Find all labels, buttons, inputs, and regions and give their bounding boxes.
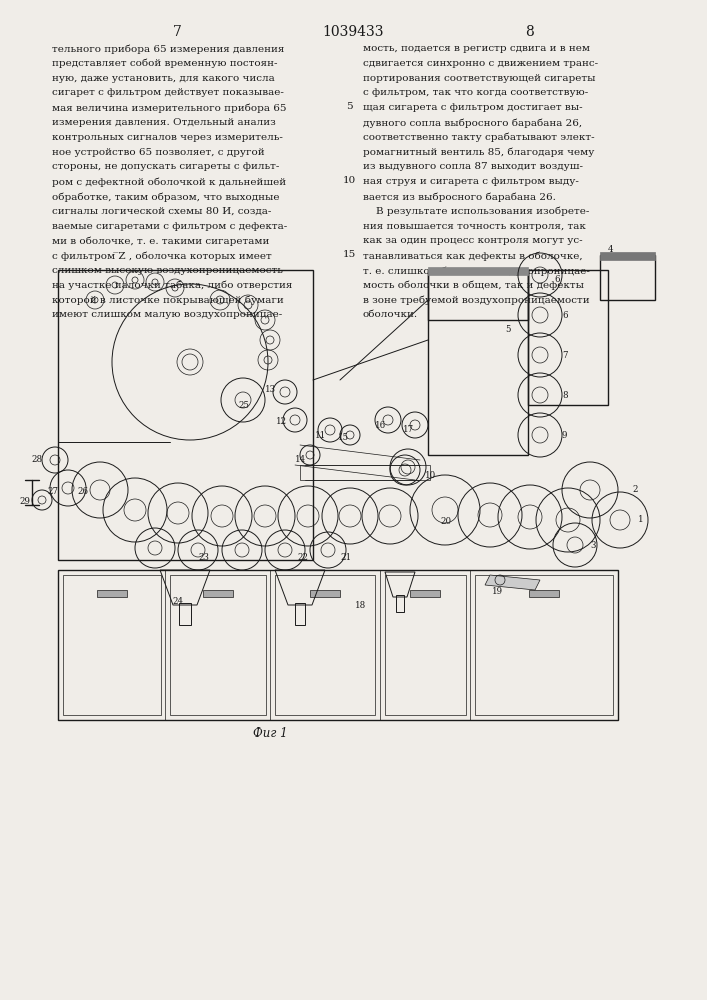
- Text: В результате использования изобрете-: В результате использования изобрете-: [363, 207, 590, 216]
- Text: стороны, не допускать сигареты с фильт-: стороны, не допускать сигареты с фильт-: [52, 162, 279, 171]
- Text: в зоне требуемой воздухопроницаемости: в зоне требуемой воздухопроницаемости: [363, 296, 590, 305]
- Bar: [179, 603, 191, 625]
- Text: соответственно такту срабатывают элект-: соответственно такту срабатывают элект-: [363, 133, 595, 142]
- Text: Фиг 1: Фиг 1: [252, 727, 287, 740]
- Bar: [428, 267, 528, 275]
- Text: 5: 5: [505, 326, 510, 334]
- Text: 29: 29: [19, 497, 30, 506]
- Text: мость оболочки в общем, так и дефекты: мость оболочки в общем, так и дефекты: [363, 281, 584, 290]
- Polygon shape: [485, 575, 540, 590]
- Text: контрольных сигналов через измеритель-: контрольных сигналов через измеритель-: [52, 133, 283, 142]
- Text: мая величина измерительного прибора 65: мая величина измерительного прибора 65: [52, 103, 286, 113]
- Bar: [295, 603, 305, 625]
- Text: ную, даже установить, для какого числа: ную, даже установить, для какого числа: [52, 74, 275, 83]
- Text: 25: 25: [238, 400, 249, 410]
- Text: 3: 3: [590, 540, 595, 550]
- Text: 16: 16: [375, 420, 386, 430]
- Bar: [275, 575, 375, 715]
- Text: 21: 21: [340, 554, 351, 562]
- Text: 6: 6: [562, 310, 568, 320]
- Text: т. е. слишком большая воздухопроницае-: т. е. слишком большая воздухопроницае-: [363, 266, 590, 275]
- Text: 8: 8: [525, 25, 534, 39]
- Text: 1: 1: [638, 516, 643, 524]
- Text: 11: 11: [315, 430, 326, 440]
- Bar: [529, 590, 559, 597]
- Text: 14: 14: [295, 456, 306, 464]
- Text: 10: 10: [425, 471, 436, 480]
- Text: 9: 9: [562, 430, 568, 440]
- Text: 28: 28: [32, 456, 43, 464]
- Bar: [58, 570, 618, 720]
- Text: сигарет с фильтром действует показывае-: сигарет с фильтром действует показывае-: [52, 88, 284, 97]
- Text: 5: 5: [346, 102, 352, 111]
- Text: на участке палочки табака, либо отверстия: на участке палочки табака, либо отверсти…: [52, 281, 293, 290]
- Text: 7: 7: [562, 351, 568, 360]
- Text: оболочки.: оболочки.: [363, 310, 418, 319]
- Text: как за один процесс контроля могут ус-: как за один процесс контроля могут ус-: [363, 236, 583, 245]
- Text: 12: 12: [276, 418, 287, 426]
- Text: измерения давления. Отдельный анализ: измерения давления. Отдельный анализ: [52, 118, 276, 127]
- Bar: [63, 575, 161, 715]
- Text: вается из выбросного барабана 26.: вается из выбросного барабана 26.: [363, 192, 556, 202]
- Bar: [428, 270, 528, 320]
- Bar: [528, 270, 608, 405]
- Text: 15: 15: [342, 250, 356, 259]
- Text: 18: 18: [355, 600, 366, 609]
- Text: 20: 20: [440, 518, 451, 526]
- Text: 10: 10: [342, 176, 356, 185]
- Text: 4: 4: [608, 245, 614, 254]
- Text: 15: 15: [338, 434, 349, 442]
- Text: ваемые сигаретами с фильтром с дефекта-: ваемые сигаретами с фильтром с дефекта-: [52, 222, 287, 231]
- Text: 19: 19: [492, 587, 503, 596]
- Text: имеют слишком малую воздухопроницае-: имеют слишком малую воздухопроницае-: [52, 310, 282, 319]
- Text: 1039433: 1039433: [322, 25, 384, 39]
- Text: 2: 2: [632, 486, 638, 494]
- Text: сигналы логической схемы 80 И, созда-: сигналы логической схемы 80 И, созда-: [52, 207, 271, 216]
- Bar: [410, 590, 440, 597]
- Text: 8: 8: [562, 390, 568, 399]
- Text: обработке, таким образом, что выходные: обработке, таким образом, что выходные: [52, 192, 279, 202]
- Text: тельного прибора 65 измерения давления: тельного прибора 65 измерения давления: [52, 44, 284, 53]
- Bar: [97, 590, 127, 597]
- Bar: [170, 575, 266, 715]
- Text: 26: 26: [77, 488, 88, 496]
- Text: мость, подается в регистр сдвига и в нем: мость, подается в регистр сдвига и в нем: [363, 44, 590, 53]
- Text: 13: 13: [265, 385, 276, 394]
- Text: 24: 24: [172, 597, 183, 606]
- Bar: [600, 255, 655, 300]
- Bar: [203, 590, 233, 597]
- Text: щая сигарета с фильтром достигает вы-: щая сигарета с фильтром достигает вы-: [363, 103, 583, 112]
- Text: представляет собой временную постоян-: представляет собой временную постоян-: [52, 59, 278, 68]
- Text: сдвигается синхронно с движением транс-: сдвигается синхронно с движением транс-: [363, 59, 598, 68]
- Text: 22: 22: [297, 552, 308, 562]
- Bar: [300, 465, 430, 480]
- Text: ния повышается точность контроля, так: ния повышается точность контроля, так: [363, 222, 586, 231]
- Text: ромагнитный вентиль 85, благодаря чему: ромагнитный вентиль 85, благодаря чему: [363, 148, 595, 157]
- Bar: [58, 270, 313, 560]
- Text: ное устройство 65 позволяет, с другой: ное устройство 65 позволяет, с другой: [52, 148, 264, 157]
- Bar: [385, 575, 466, 715]
- Text: ная струя и сигарета с фильтром выду-: ная струя и сигарета с фильтром выду-: [363, 177, 579, 186]
- Bar: [396, 595, 404, 612]
- Text: с фильтром ̅Z , оболочка которых имеет: с фильтром ̅Z , оболочка которых имеет: [52, 251, 271, 261]
- Text: танавливаться как дефекты в оболочке,: танавливаться как дефекты в оболочке,: [363, 251, 583, 261]
- Text: 7: 7: [173, 25, 182, 39]
- Text: ми в оболочке, т. е. такими сигаретами: ми в оболочке, т. е. такими сигаретами: [52, 236, 269, 246]
- Text: из выдувного сопла 87 выходит воздуш-: из выдувного сопла 87 выходит воздуш-: [363, 162, 583, 171]
- Bar: [600, 252, 655, 260]
- Bar: [475, 575, 613, 715]
- Text: дувного сопла выбросного барабана 26,: дувного сопла выбросного барабана 26,: [363, 118, 582, 127]
- Text: 6: 6: [554, 275, 560, 284]
- Bar: [428, 270, 528, 455]
- Text: 17: 17: [403, 426, 414, 434]
- Text: слишком высокую воздухопроницаемость: слишком высокую воздухопроницаемость: [52, 266, 283, 275]
- Text: 27: 27: [47, 488, 58, 496]
- Text: 23: 23: [198, 552, 209, 562]
- Text: с фильтром, так что когда соответствую-: с фильтром, так что когда соответствую-: [363, 88, 588, 97]
- Bar: [310, 590, 340, 597]
- Text: ром с дефектной оболочкой к дальнейшей: ром с дефектной оболочкой к дальнейшей: [52, 177, 286, 187]
- Text: которой в листочке покрывающей бумаги: которой в листочке покрывающей бумаги: [52, 296, 284, 305]
- Text: портирования соответствующей сигареты: портирования соответствующей сигареты: [363, 74, 595, 83]
